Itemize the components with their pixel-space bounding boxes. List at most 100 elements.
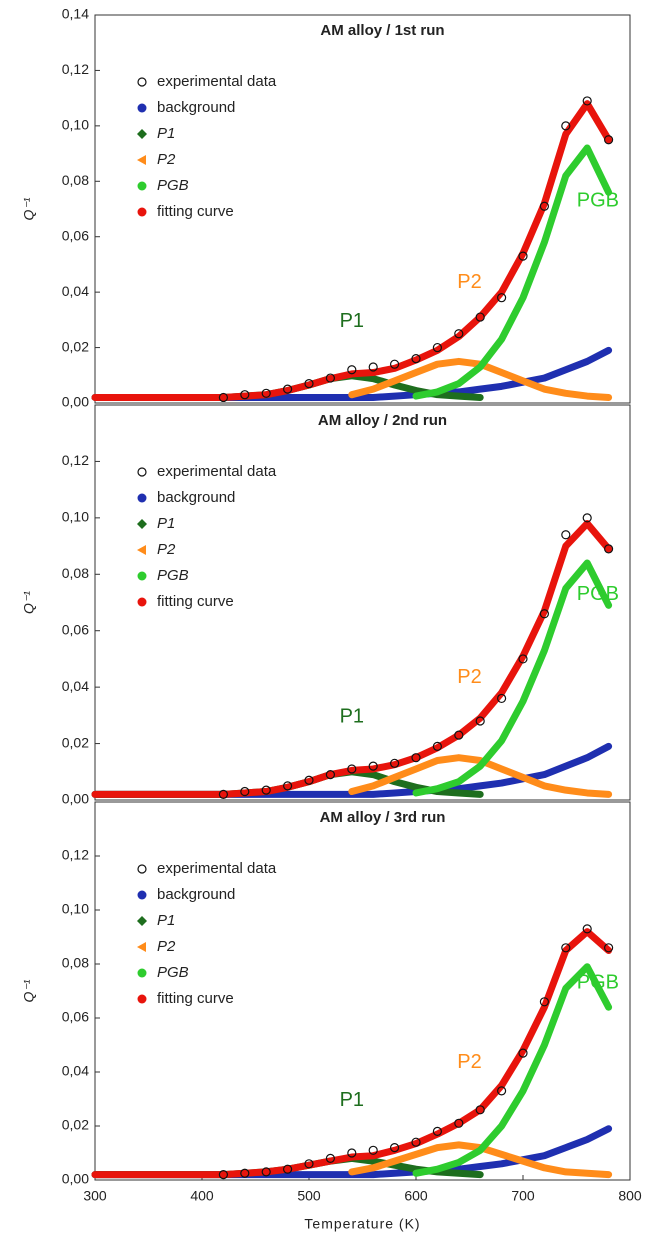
series-line: [348, 754, 613, 798]
y-tick-label: 0,02: [62, 338, 89, 354]
series-line: [91, 1125, 613, 1179]
marker: [325, 373, 335, 383]
marker: [218, 392, 228, 403]
marker: [411, 753, 421, 763]
legend-label: background: [157, 99, 235, 116]
marker: [347, 365, 357, 375]
y-tick-label: 0,10: [62, 117, 89, 133]
y-tick-label: 0,06: [62, 1009, 89, 1025]
marker: [603, 544, 614, 554]
marker: [218, 789, 228, 799]
series-line: [412, 559, 613, 797]
y-tick-label: 0,08: [62, 172, 89, 188]
marker: [390, 359, 400, 369]
marker: [137, 493, 147, 503]
panel: AM alloy / 1st run 0,00 0,02 0,04 0,06 0,08 0,…: [21, 6, 631, 410]
peak-label: P1: [340, 310, 364, 332]
marker: [218, 1169, 228, 1180]
marker: [497, 693, 507, 704]
peak-label: PGB: [577, 972, 619, 994]
peak-label: PGB: [577, 583, 619, 605]
panel-title: AM alloy / 3rd run: [320, 809, 446, 826]
marker: [582, 513, 592, 523]
marker: [283, 384, 293, 394]
marker: [137, 77, 147, 87]
legend-label: PGB: [157, 567, 189, 584]
x-tick-label: 700: [511, 1188, 535, 1204]
peak-label: P2: [457, 271, 481, 293]
marker: [454, 730, 464, 740]
legend-label: background: [157, 489, 235, 506]
marker: [539, 609, 550, 619]
panel: AM alloy / 3rd run 0,00 0,02 0,04 0,06 0,08 0,…: [21, 801, 642, 1232]
marker: [137, 207, 147, 217]
marker: [347, 1148, 357, 1158]
y-tick-label: 0,06: [62, 621, 89, 637]
marker: [283, 781, 293, 791]
marker: [137, 467, 147, 477]
legend-label: P1: [157, 515, 175, 532]
marker: [137, 942, 146, 952]
y-tick-label: 0,04: [62, 678, 89, 694]
y-tick-label: 0,14: [62, 6, 89, 22]
series-line: [412, 963, 613, 1177]
y-tick-label: 0,10: [62, 509, 89, 525]
legend-label: P2: [157, 541, 176, 558]
legend-label: P2: [157, 938, 176, 955]
marker: [368, 761, 378, 771]
marker: [561, 121, 571, 131]
marker: [539, 997, 550, 1007]
marker: [325, 770, 335, 780]
marker: [137, 968, 147, 978]
y-tick-label: 0,04: [62, 1063, 89, 1079]
y-tick-label: 0,12: [62, 452, 89, 468]
marker: [561, 530, 571, 540]
marker: [137, 129, 147, 139]
peak-label: P1: [340, 1089, 364, 1111]
panel-title: AM alloy / 2nd run: [318, 412, 447, 429]
marker: [137, 519, 147, 529]
marker: [561, 943, 571, 953]
x-tick-label: 800: [618, 1188, 642, 1204]
legend-label: P1: [157, 912, 175, 929]
y-tick-label: 0,10: [62, 901, 89, 917]
y-tick-label: 0,00: [62, 394, 89, 410]
marker: [475, 1105, 485, 1115]
marker: [539, 201, 550, 211]
legend-label: fitting curve: [157, 990, 234, 1007]
y-axis-label: Q⁻¹: [21, 591, 37, 614]
series-line: [412, 144, 613, 400]
marker: [518, 251, 528, 261]
series-line: [91, 100, 613, 401]
y-tick-label: 0,02: [62, 1117, 89, 1133]
marker: [411, 1137, 421, 1147]
marker: [137, 571, 147, 581]
marker: [368, 1145, 378, 1155]
marker: [432, 741, 442, 751]
peak-label: P1: [340, 705, 364, 727]
marker: [240, 390, 250, 400]
y-axis-label: Q⁻¹: [21, 197, 37, 220]
marker: [454, 329, 464, 339]
marker: [137, 545, 146, 555]
series-line: [91, 520, 613, 798]
marker: [582, 96, 592, 106]
peak-label: P2: [457, 1051, 481, 1073]
y-tick-label: 0,08: [62, 565, 89, 581]
panel: AM alloy / 2nd run 0,00 0,02 0,04 0,06 0,08 0,…: [21, 404, 631, 807]
x-tick-label: 600: [404, 1188, 428, 1204]
marker: [347, 764, 357, 774]
marker: [390, 1142, 400, 1153]
marker: [603, 943, 614, 953]
marker: [518, 654, 528, 664]
legend-label: background: [157, 886, 235, 903]
peak-label: PGB: [577, 190, 619, 212]
y-tick-label: 0,04: [62, 283, 89, 299]
marker: [432, 1126, 442, 1137]
marker: [325, 1153, 335, 1164]
plot-frame: [94, 404, 631, 801]
y-tick-label: 0,02: [62, 734, 89, 750]
panel-title: AM alloy / 1st run: [320, 22, 444, 39]
marker: [240, 1168, 250, 1178]
